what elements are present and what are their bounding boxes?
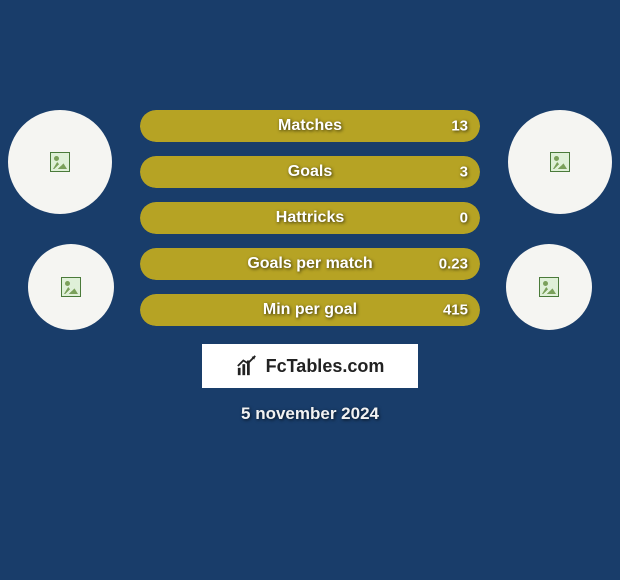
bar-label: Min per goal xyxy=(263,301,357,319)
image-placeholder-icon xyxy=(550,152,570,172)
brand-box: FcTables.com xyxy=(202,344,418,388)
player1-club-logo xyxy=(28,244,114,330)
stats-bars: Matches 13 Goals 3 Hattricks 0 Goals per… xyxy=(140,110,480,326)
bar-label: Hattricks xyxy=(276,209,344,227)
bar-label: Goals per match xyxy=(247,255,372,273)
bar-label: Goals xyxy=(288,163,332,181)
bar-value: 415 xyxy=(443,302,468,319)
image-placeholder-icon xyxy=(61,277,81,297)
bar-min-per-goal: Min per goal 415 xyxy=(140,294,480,326)
bar-goals: Goals 3 xyxy=(140,156,480,188)
bar-goals-per-match: Goals per match 0.23 xyxy=(140,248,480,280)
date-label: 5 november 2024 xyxy=(0,404,620,424)
bar-value: 0 xyxy=(460,210,468,227)
image-placeholder-icon xyxy=(539,277,559,297)
player2-club-logo xyxy=(506,244,592,330)
bar-matches: Matches 13 xyxy=(140,110,480,142)
player1-photo xyxy=(8,110,112,214)
bar-hattricks: Hattricks 0 xyxy=(140,202,480,234)
bar-label: Matches xyxy=(278,117,342,135)
bar-value: 13 xyxy=(451,118,468,135)
player2-photo xyxy=(508,110,612,214)
image-placeholder-icon xyxy=(50,152,70,172)
bar-value: 0.23 xyxy=(439,256,468,273)
brand-label: FcTables.com xyxy=(266,356,385,377)
main-area: Matches 13 Goals 3 Hattricks 0 Goals per… xyxy=(0,110,620,424)
brand-chart-icon xyxy=(236,355,258,377)
bar-value: 3 xyxy=(460,164,468,181)
